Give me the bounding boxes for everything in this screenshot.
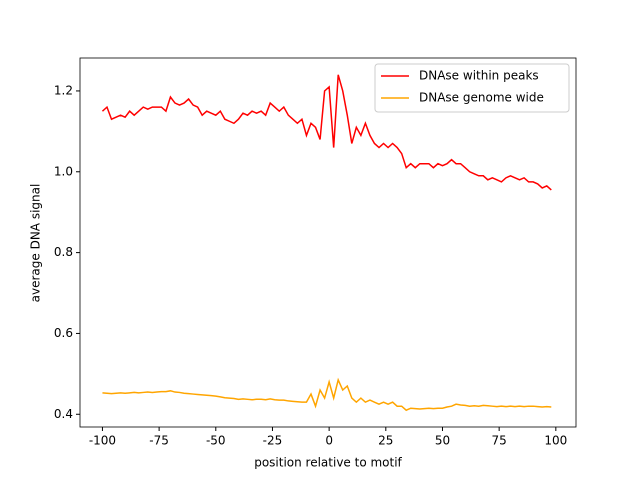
x-tick-label: -25: [263, 434, 283, 448]
x-tick-label: 50: [435, 434, 450, 448]
x-tick-label: 75: [492, 434, 507, 448]
line: [101, 74, 552, 191]
x-tick-label: 25: [378, 434, 393, 448]
x-tick-label: -100: [89, 434, 116, 448]
line: [102, 377, 552, 412]
legend-box: [374, 63, 570, 113]
y-tick-label: 0.6: [54, 326, 73, 340]
x-tick-label: -50: [206, 434, 226, 448]
x-tick-label: -75: [149, 434, 169, 448]
x-axis-label: position relative to motif: [254, 456, 402, 470]
plot-frame: [79, 57, 577, 428]
y-tick-label: 0.8: [54, 245, 73, 259]
y-tick-label: 1.0: [54, 164, 73, 178]
x-tick-label: 0: [325, 434, 333, 448]
legend-label: DNAse within peaks: [419, 69, 539, 83]
legend-label: DNAse genome wide: [419, 91, 544, 105]
y-axis-label: average DNA signal: [29, 184, 43, 303]
y-tick-label: 1.2: [54, 83, 73, 97]
y-tick-label: 0.4: [54, 407, 73, 421]
x-tick-label: 100: [544, 434, 567, 448]
